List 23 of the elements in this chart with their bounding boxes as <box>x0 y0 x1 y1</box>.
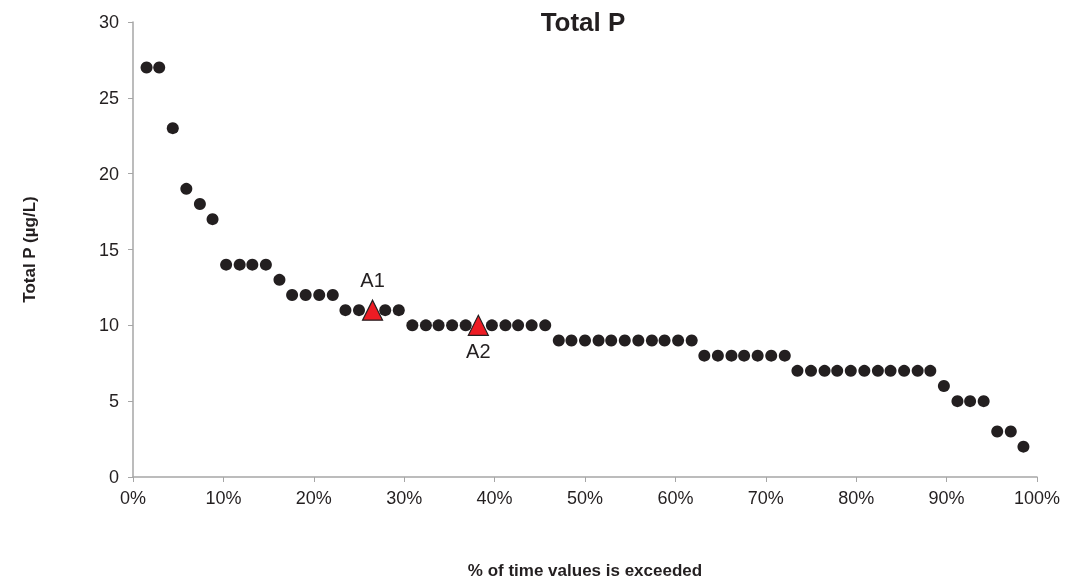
y-tick-label: 30 <box>98 12 119 32</box>
x-tick-label: 90% <box>928 488 965 508</box>
x-axis-title: % of time values is exceeded <box>467 561 703 580</box>
x-tick-label: 100% <box>1013 488 1061 508</box>
y-axis-title: Total P (µg/L) <box>20 196 39 303</box>
x-tick-label: 20% <box>295 488 332 508</box>
y-tick-label: 10 <box>98 315 119 336</box>
x-tick-label: 50% <box>566 488 604 508</box>
y-tick-label: 20 <box>98 163 119 184</box>
x-tick-label: 10% <box>205 488 242 508</box>
y-tick-label: 15 <box>98 239 119 260</box>
y-tick-label: 25 <box>98 87 119 108</box>
x-tick-label: 30% <box>386 488 423 508</box>
annotation: A1 <box>360 269 385 292</box>
chart-title: Total P <box>540 7 626 37</box>
y-tick-label: 0 <box>108 467 119 487</box>
annotation: A2 <box>466 340 491 363</box>
x-tick-label: 60% <box>657 488 694 508</box>
x-tick-label: 70% <box>747 488 784 508</box>
x-tick-label: 40% <box>476 488 513 508</box>
y-tick-label: 5 <box>108 391 119 412</box>
x-tick-label: 0% <box>119 488 147 508</box>
x-tick-label: 80% <box>838 488 875 508</box>
